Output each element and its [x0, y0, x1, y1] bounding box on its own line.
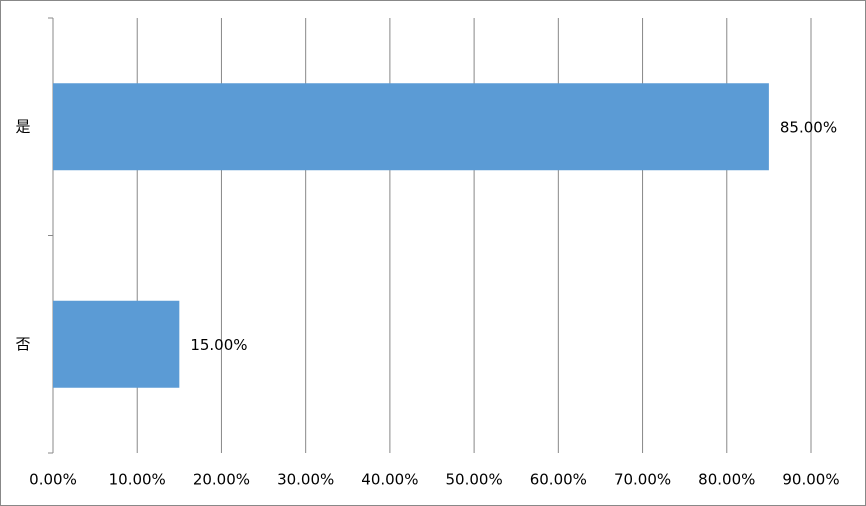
x-tick-label: 80.00%	[698, 471, 755, 489]
data-label: 15.00%	[190, 336, 247, 354]
x-tick-label: 10.00%	[109, 471, 166, 489]
y-tick-label: 否	[15, 335, 30, 353]
x-tick-label: 40.00%	[361, 471, 418, 489]
x-tick-label: 20.00%	[193, 471, 250, 489]
bar	[53, 83, 769, 171]
x-tick-label: 70.00%	[614, 471, 671, 489]
y-tick-label: 是	[15, 117, 30, 135]
x-tick-label: 60.00%	[530, 471, 587, 489]
x-tick-label: 90.00%	[782, 471, 839, 489]
bar	[53, 300, 180, 388]
x-tick-label: 0.00%	[29, 471, 77, 489]
x-tick-label: 30.00%	[277, 471, 334, 489]
data-label: 85.00%	[780, 118, 837, 136]
x-tick-label: 50.00%	[446, 471, 503, 489]
